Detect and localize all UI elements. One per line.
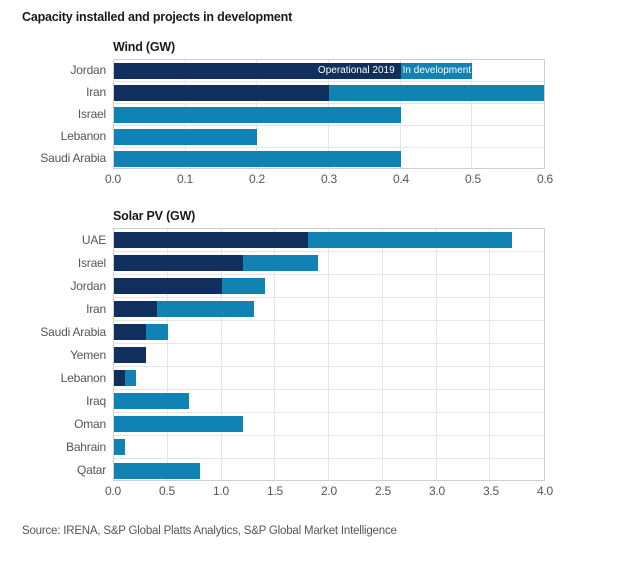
bar-segment-in-development [221,278,265,294]
x-axis-tick-label: 2.0 [320,484,338,498]
bar-segment-in-development [114,439,125,455]
bar-segment-in-development [114,462,200,479]
category-label: Lebanon [60,370,107,385]
legend-operational-label: Operational 2019 [317,64,395,76]
solar-plot-area [113,228,545,481]
bar-segment-in-development [307,232,512,248]
x-axis-tick-label: 4.0 [536,484,554,498]
bar-row [114,82,544,104]
bar-segment-in-development [114,128,258,145]
category-label: Jordan [70,63,107,77]
bar-segment-in-development [400,62,473,79]
gridline [471,60,473,168]
bar-segment-operational [114,232,308,248]
x-axis-tick-label: 2.5 [374,484,392,498]
wind-category-labels: Jordan Iran Israel Lebanon Saudi Arabia [0,59,113,169]
x-axis-tick-label: 0.6 [536,172,554,186]
bar-row [114,390,544,413]
category-label: Israel [77,255,106,270]
gridline [274,229,276,480]
x-axis-tick-label: 0.0 [104,484,122,498]
gridline [220,229,222,480]
bar-row [114,148,544,170]
x-axis-tick-label: 1.5 [266,484,284,498]
x-axis-tick-label: 0.4 [392,172,410,186]
bar-row [114,459,544,482]
solar-chart-title: Solar PV (GW) [113,209,196,223]
category-label: Iran [86,85,106,99]
bar-segment-in-development [243,255,319,271]
bar-row [114,252,544,275]
x-axis-tick-label: 0.5 [464,172,482,186]
bar-segment-in-development [146,324,168,340]
x-axis-tick-label: 0.5 [158,484,176,498]
gridline [381,229,383,480]
category-label: Israel [77,107,106,121]
bar-segment-operational [114,301,157,317]
bar-row [114,275,544,298]
bar-row [114,367,544,390]
gridline [166,229,168,480]
bar-row [114,298,544,321]
category-label: Jordan [70,278,107,293]
x-axis-tick-label: 0.0 [104,172,122,186]
bar-segment-operational [114,347,147,363]
bar-row [114,126,544,148]
wind-chart-body: Jordan Iran Israel Lebanon Saudi Arabia Oper… [0,59,627,169]
category-label: Lebanon [60,129,107,143]
source-note: Source: IRENA, S&P Global Platts Analyti… [22,525,397,537]
solar-chart-body: UAE Israel Jordan Iran Saudi Arabia Yemen Leba… [0,228,627,481]
x-axis-tick-label: 1.0 [212,484,230,498]
bar-segment-operational [114,278,222,294]
bar-segment-in-development [124,370,136,386]
solar-chart: Solar PV (GW) UAE Israel Jordan Iran Saudi A… [0,209,627,498]
category-label: Iraq [86,393,106,408]
bar-segment-in-development [329,84,544,101]
bar-segment-in-development [157,301,254,317]
category-label: Oman [74,416,106,431]
bar-row [114,229,544,252]
wind-chart: Wind (GW) Jordan Iran Israel Lebanon Saudi A… [0,40,627,186]
bar-segment-in-development [114,393,190,409]
wind-x-axis: 0.0 0.1 0.2 0.3 0.4 0.5 0.6 [105,169,553,186]
category-label: Qatar [76,462,106,477]
gridline [435,229,437,480]
wind-plot-area: Operational 2019 In development [113,59,545,169]
bar-row [114,104,544,126]
bar-row [114,436,544,459]
bar-segment-operational [114,62,401,79]
x-axis-tick-label: 0.3 [320,172,338,186]
bar-segment-operational [114,370,125,386]
category-label: Bahrain [66,439,106,454]
page-title: Capacity installed and projects in devel… [22,10,293,24]
solar-x-axis: 0.0 0.5 1.0 1.5 2.0 2.5 3.0 3.5 4.0 [105,481,553,498]
category-label: Yemen [70,347,106,362]
bar-segment-operational [114,324,147,340]
x-axis-tick-label: 3.5 [482,484,500,498]
category-label: Iran [86,301,106,316]
x-axis-tick-label: 0.2 [248,172,266,186]
solar-category-labels: UAE Israel Jordan Iran Saudi Arabia Yemen Leba… [0,228,113,481]
bar-row [114,413,544,436]
gridline [328,229,329,480]
bar-segment-operational [114,84,329,101]
legend-in-development-label: In development [402,64,472,76]
category-label: Saudi Arabia [40,151,106,165]
category-label: Saudi Arabia [40,324,106,339]
bar-row [114,344,544,367]
bar-row [114,321,544,344]
wind-chart-title: Wind (GW) [113,40,175,54]
bar-segment-operational [114,255,243,271]
category-label: UAE [81,232,106,247]
x-axis-tick-label: 0.1 [176,172,194,186]
x-axis-tick-label: 3.0 [428,484,446,498]
bar-segment-in-development [114,151,401,167]
gridline [489,229,491,480]
bar-segment-in-development [114,106,401,123]
bar-row: Operational 2019 In development [114,60,544,82]
bar-segment-in-development [114,416,243,432]
